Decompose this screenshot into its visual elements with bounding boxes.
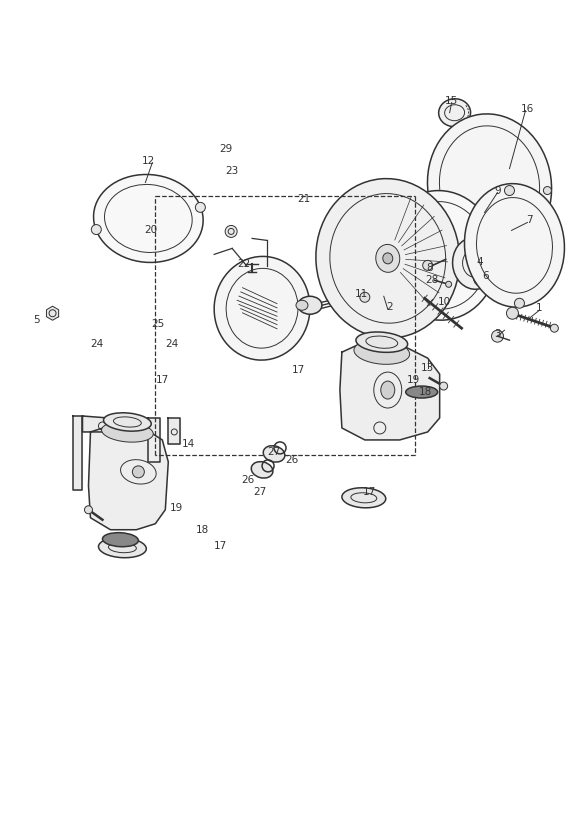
Text: 18: 18 — [419, 387, 433, 397]
Ellipse shape — [214, 256, 310, 360]
Ellipse shape — [356, 332, 408, 353]
Circle shape — [440, 382, 448, 390]
Ellipse shape — [376, 245, 400, 272]
Polygon shape — [340, 342, 440, 440]
Ellipse shape — [251, 461, 273, 478]
Text: 18: 18 — [195, 525, 209, 535]
Ellipse shape — [103, 532, 138, 547]
Circle shape — [491, 330, 504, 342]
Circle shape — [195, 203, 205, 213]
Ellipse shape — [452, 237, 497, 289]
Circle shape — [85, 506, 93, 513]
Circle shape — [445, 281, 452, 288]
Ellipse shape — [438, 99, 470, 127]
Ellipse shape — [316, 179, 459, 338]
Text: 21: 21 — [297, 194, 311, 204]
Circle shape — [514, 298, 525, 308]
Circle shape — [504, 185, 514, 195]
Circle shape — [423, 260, 433, 270]
Text: 17: 17 — [363, 487, 377, 497]
Ellipse shape — [354, 340, 410, 364]
Text: 1: 1 — [536, 303, 543, 313]
Text: 24: 24 — [166, 339, 179, 349]
Ellipse shape — [383, 253, 393, 264]
Text: 26: 26 — [285, 455, 298, 465]
Circle shape — [550, 324, 559, 332]
Circle shape — [494, 241, 504, 250]
Text: 17: 17 — [156, 375, 169, 385]
Polygon shape — [83, 416, 121, 432]
Polygon shape — [47, 307, 59, 321]
Ellipse shape — [264, 446, 285, 462]
Circle shape — [132, 466, 145, 478]
Circle shape — [225, 226, 237, 237]
Ellipse shape — [382, 190, 497, 321]
Text: 5: 5 — [33, 316, 40, 325]
Text: 24: 24 — [90, 339, 103, 349]
Text: 6: 6 — [482, 271, 489, 281]
Text: 7: 7 — [526, 215, 533, 226]
Ellipse shape — [406, 386, 438, 398]
Circle shape — [360, 293, 370, 302]
Text: 8: 8 — [426, 264, 433, 274]
Ellipse shape — [296, 300, 308, 311]
Text: 13: 13 — [421, 363, 434, 373]
Text: 27: 27 — [268, 447, 280, 456]
Text: 17: 17 — [213, 541, 227, 550]
Circle shape — [473, 270, 490, 286]
Ellipse shape — [99, 537, 146, 558]
Ellipse shape — [465, 184, 564, 307]
Text: 19: 19 — [407, 375, 420, 385]
Text: 11: 11 — [355, 289, 368, 299]
Polygon shape — [72, 416, 83, 489]
Ellipse shape — [101, 422, 153, 442]
Text: 19: 19 — [170, 503, 183, 513]
Text: 15: 15 — [445, 96, 458, 105]
Polygon shape — [148, 418, 160, 462]
Polygon shape — [89, 424, 168, 530]
Text: 17: 17 — [292, 365, 304, 375]
Ellipse shape — [381, 381, 395, 399]
Text: 10: 10 — [438, 297, 451, 307]
Circle shape — [92, 225, 101, 235]
Text: 2: 2 — [387, 302, 393, 312]
Text: 29: 29 — [220, 143, 233, 153]
Polygon shape — [168, 418, 180, 444]
Text: 27: 27 — [254, 487, 266, 497]
Text: 12: 12 — [142, 156, 155, 166]
Ellipse shape — [427, 114, 552, 257]
Text: 26: 26 — [241, 475, 255, 485]
Circle shape — [507, 307, 518, 319]
Ellipse shape — [342, 488, 386, 508]
Ellipse shape — [298, 297, 322, 314]
Text: 20: 20 — [144, 226, 157, 236]
Text: 9: 9 — [494, 185, 501, 195]
Circle shape — [543, 186, 552, 194]
Text: 4: 4 — [476, 257, 483, 267]
Text: 22: 22 — [237, 260, 251, 269]
Text: 28: 28 — [425, 275, 438, 285]
Text: 14: 14 — [182, 439, 195, 449]
Text: 25: 25 — [152, 319, 165, 330]
Text: 16: 16 — [521, 104, 534, 114]
Text: 3: 3 — [494, 329, 501, 339]
Ellipse shape — [104, 413, 151, 431]
Text: 23: 23 — [226, 166, 239, 176]
Ellipse shape — [93, 175, 203, 263]
